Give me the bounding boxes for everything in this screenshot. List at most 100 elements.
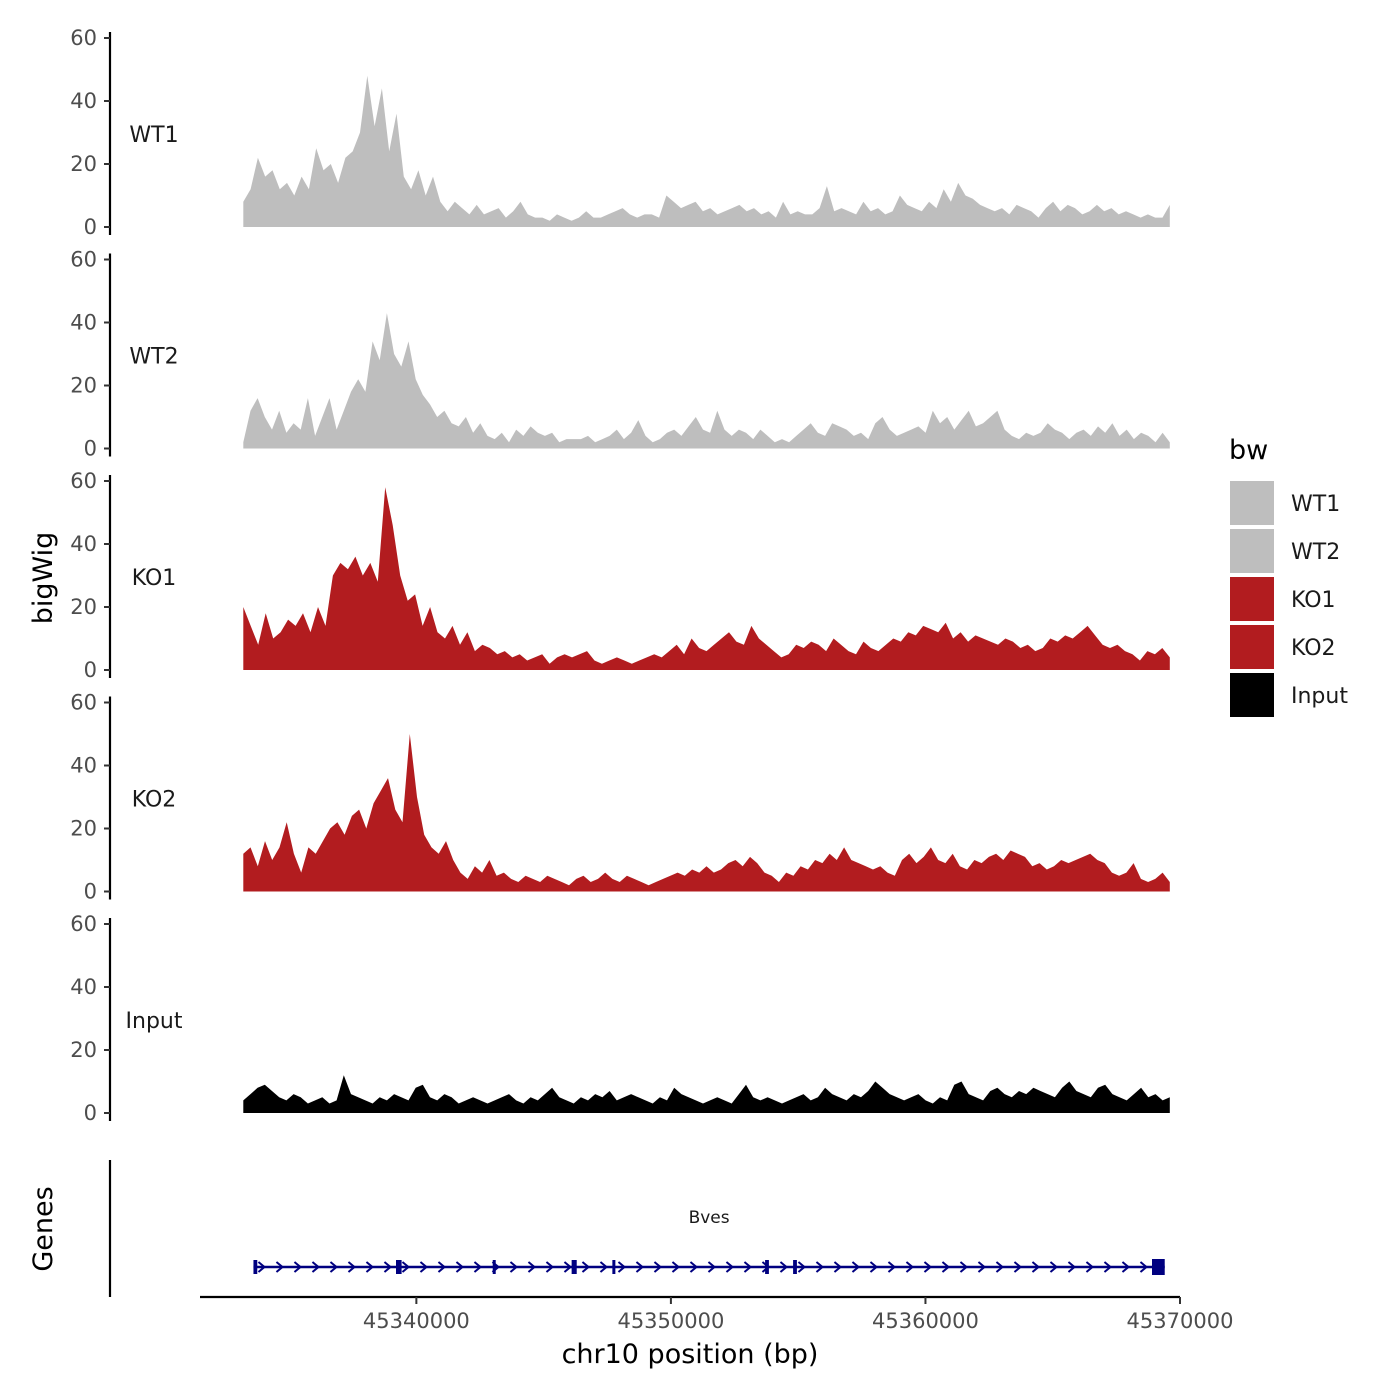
strand-arrow bbox=[851, 1261, 861, 1273]
strand-arrow bbox=[887, 1261, 897, 1273]
y-tick-label: 60 bbox=[70, 912, 97, 936]
track-wt2: 0 20 40 60 WT2 bbox=[70, 248, 1170, 461]
gene-exon bbox=[571, 1260, 577, 1274]
strand-arrow bbox=[383, 1261, 393, 1273]
legend-label: Input bbox=[1291, 684, 1348, 709]
legend-item-ko2: KO2 bbox=[1228, 623, 1336, 671]
gene-exon bbox=[396, 1260, 402, 1274]
track-label: Input bbox=[126, 1009, 183, 1034]
legend: bw WT1 WT2 KO1 KO2 Input bbox=[1228, 435, 1348, 719]
strand-arrow bbox=[815, 1261, 825, 1273]
track-label: WT2 bbox=[129, 345, 178, 370]
strand-arrow bbox=[1013, 1261, 1023, 1273]
strand-arrow bbox=[401, 1261, 411, 1273]
y-tick-label: 60 bbox=[70, 248, 97, 272]
track-ko1: 0 20 40 60 KO1 bbox=[70, 469, 1170, 682]
strand-arrow bbox=[671, 1261, 681, 1273]
genes-axis-title: Genes bbox=[28, 1186, 59, 1271]
gene-exon bbox=[253, 1260, 258, 1274]
strand-arrow bbox=[563, 1261, 573, 1273]
gene-name-label: Bves bbox=[689, 1208, 730, 1228]
strand-arrow bbox=[347, 1261, 357, 1273]
signal-area-input bbox=[243, 1075, 1170, 1113]
x-tick-label: 45340000 bbox=[363, 1309, 470, 1333]
strand-arrow bbox=[1049, 1261, 1059, 1273]
legend-item-wt1: WT1 bbox=[1228, 479, 1340, 527]
strand-arrow bbox=[1067, 1261, 1077, 1273]
strand-arrow bbox=[743, 1261, 753, 1273]
strand-arrow bbox=[509, 1261, 519, 1273]
legend-label: WT2 bbox=[1291, 540, 1340, 565]
y-tick-label: 20 bbox=[70, 595, 97, 619]
gene-models: Bves bbox=[253, 1208, 1165, 1275]
x-axis-title: chr10 position (bp) bbox=[562, 1339, 819, 1370]
strand-arrow bbox=[365, 1261, 375, 1273]
y-tick-label: 40 bbox=[70, 311, 97, 335]
gene-exon bbox=[793, 1260, 797, 1274]
strand-arrow bbox=[941, 1261, 951, 1273]
gene-exon bbox=[492, 1260, 496, 1274]
strand-arrow bbox=[1031, 1261, 1041, 1273]
legend-label: KO2 bbox=[1291, 636, 1336, 661]
strand-arrow bbox=[725, 1261, 735, 1273]
strand-arrow bbox=[905, 1261, 915, 1273]
y-tick-label: 40 bbox=[70, 89, 97, 113]
strand-arrow bbox=[653, 1261, 663, 1273]
legend-label: KO1 bbox=[1291, 588, 1336, 613]
y-axis-title: bigWig bbox=[28, 532, 59, 625]
y-tick-label: 20 bbox=[70, 1038, 97, 1062]
legend-items: WT1 WT2 KO1 KO2 Input bbox=[1228, 479, 1348, 719]
strand-arrow bbox=[1085, 1261, 1095, 1273]
strand-arrow bbox=[1121, 1261, 1131, 1273]
y-tick-label: 40 bbox=[70, 532, 97, 556]
strand-arrow bbox=[329, 1261, 339, 1273]
strand-arrow bbox=[581, 1261, 591, 1273]
strand-arrow bbox=[959, 1261, 969, 1273]
strand-arrow bbox=[275, 1261, 285, 1273]
y-tick-label: 60 bbox=[70, 469, 97, 493]
x-axis: 45340000 45350000 45360000 45370000 bbox=[200, 1295, 1234, 1333]
legend-swatch bbox=[1228, 479, 1276, 527]
strand-arrow bbox=[293, 1261, 303, 1273]
x-tick-label: 45370000 bbox=[1127, 1309, 1234, 1333]
legend-label: WT1 bbox=[1291, 492, 1340, 517]
y-tick-label: 0 bbox=[84, 880, 97, 904]
strand-arrow bbox=[977, 1261, 987, 1273]
legend-swatch bbox=[1228, 527, 1276, 575]
strand-arrow bbox=[797, 1261, 807, 1273]
y-tick-label: 40 bbox=[70, 754, 97, 778]
track-input: 0 20 40 60 Input bbox=[70, 912, 1170, 1125]
y-tick-label: 20 bbox=[70, 817, 97, 841]
gene-exon bbox=[1152, 1259, 1165, 1275]
x-tick-label: 45360000 bbox=[872, 1309, 979, 1333]
gene-exon bbox=[612, 1260, 616, 1274]
strand-arrow bbox=[257, 1261, 267, 1273]
strand-arrow bbox=[545, 1261, 555, 1273]
y-tick-label: 40 bbox=[70, 975, 97, 999]
strand-arrow bbox=[311, 1261, 321, 1273]
track-label: KO1 bbox=[132, 566, 177, 591]
strand-arrow bbox=[779, 1261, 789, 1273]
legend-swatch bbox=[1228, 575, 1276, 623]
legend-item-wt2: WT2 bbox=[1228, 527, 1340, 575]
track-label: KO2 bbox=[132, 788, 177, 813]
y-tick-label: 0 bbox=[84, 437, 97, 461]
track-wt1: 0 20 40 60 WT1 bbox=[70, 26, 1170, 239]
y-tick-label: 0 bbox=[84, 215, 97, 239]
legend-title: bw bbox=[1229, 435, 1268, 466]
y-tick-label: 0 bbox=[84, 658, 97, 682]
strand-arrow bbox=[869, 1261, 879, 1273]
legend-item-ko1: KO1 bbox=[1228, 575, 1336, 623]
signal-area-ko1 bbox=[243, 487, 1170, 670]
strand-arrow bbox=[437, 1261, 447, 1273]
strand-arrow bbox=[707, 1261, 717, 1273]
strand-arrow bbox=[527, 1261, 537, 1273]
y-tick-label: 0 bbox=[84, 1101, 97, 1125]
signal-area-ko2 bbox=[243, 734, 1170, 892]
genes-panel: Genes Bves 45340000 45350000 45360000 45370… bbox=[28, 1160, 1233, 1370]
strand-arrow bbox=[923, 1261, 933, 1273]
y-tick-label: 20 bbox=[70, 374, 97, 398]
strand-arrow bbox=[473, 1261, 483, 1273]
y-tick-label: 60 bbox=[70, 26, 97, 50]
legend-swatch bbox=[1228, 623, 1276, 671]
